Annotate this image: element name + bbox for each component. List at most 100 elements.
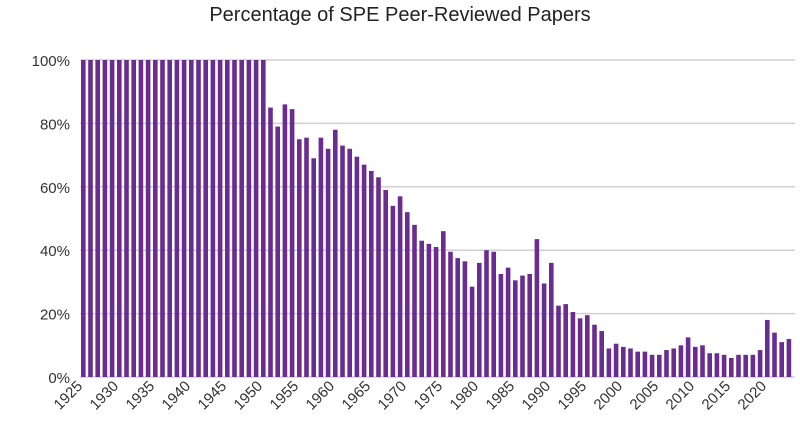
y-tick-label: 20% bbox=[40, 307, 70, 324]
bar-1981 bbox=[484, 250, 489, 377]
bar-1930 bbox=[117, 60, 122, 377]
bar-2012 bbox=[707, 353, 712, 377]
bar-2022 bbox=[779, 342, 784, 377]
bar-1996 bbox=[592, 324, 597, 377]
bar-2015 bbox=[729, 357, 734, 377]
bar-1995 bbox=[585, 315, 590, 377]
bar-2002 bbox=[635, 351, 640, 377]
bar-1965 bbox=[369, 170, 374, 377]
bar-1928 bbox=[102, 60, 108, 377]
x-tick-label: 2010 bbox=[663, 378, 699, 414]
bar-2006 bbox=[664, 350, 669, 377]
bar-1952 bbox=[275, 126, 280, 377]
bar-2011 bbox=[700, 345, 705, 377]
bar-1963 bbox=[354, 156, 360, 377]
bar-2016 bbox=[736, 354, 741, 377]
x-tick-label: 2005 bbox=[627, 378, 663, 414]
bar-2019 bbox=[757, 350, 763, 377]
bar-1927 bbox=[95, 60, 100, 377]
bar-2023 bbox=[786, 338, 792, 377]
x-tick-label: 1965 bbox=[339, 378, 375, 414]
bar-1966 bbox=[376, 177, 381, 377]
x-tick-label: 1930 bbox=[87, 378, 123, 414]
bar-1975 bbox=[441, 231, 446, 377]
bar-1960 bbox=[333, 129, 338, 377]
bar-1947 bbox=[239, 60, 244, 377]
bar-1945 bbox=[225, 60, 230, 377]
bar-2001 bbox=[628, 348, 633, 377]
bar-1971 bbox=[412, 224, 417, 377]
bar-2013 bbox=[714, 353, 720, 377]
bar-2000 bbox=[621, 346, 626, 377]
bar-1985 bbox=[513, 280, 518, 377]
bar-1964 bbox=[361, 164, 367, 377]
x-tick-label: 2015 bbox=[699, 378, 735, 414]
bar-1987 bbox=[527, 273, 532, 377]
bar-1984 bbox=[505, 267, 511, 377]
bar-1940 bbox=[189, 60, 194, 377]
bar-1950 bbox=[261, 60, 266, 377]
bar-1942 bbox=[203, 60, 208, 377]
x-tick-label: 2000 bbox=[591, 378, 627, 414]
bar-1993 bbox=[570, 312, 576, 377]
bar-1976 bbox=[448, 251, 453, 377]
bar-1939 bbox=[181, 60, 187, 377]
bar-1936 bbox=[160, 60, 165, 377]
bar-1953 bbox=[282, 104, 288, 377]
bar-2003 bbox=[642, 351, 648, 377]
bar-2020 bbox=[765, 319, 770, 377]
bar-1958 bbox=[318, 137, 324, 377]
bar-1956 bbox=[304, 137, 309, 377]
bar-1990 bbox=[549, 262, 554, 377]
y-tick-label: 0% bbox=[48, 370, 70, 387]
bar-1972 bbox=[419, 240, 424, 377]
bar-1926 bbox=[88, 60, 93, 377]
x-tick-label: 1995 bbox=[555, 378, 591, 414]
bar-1959 bbox=[325, 148, 331, 377]
x-tick-label: 1970 bbox=[375, 378, 411, 414]
bar-1961 bbox=[340, 145, 345, 377]
y-tick-label: 80% bbox=[40, 116, 70, 133]
bar-1999 bbox=[613, 343, 619, 377]
bar-1969 bbox=[397, 196, 403, 377]
bar-2008 bbox=[678, 345, 684, 377]
bar-1988 bbox=[534, 239, 540, 377]
bar-1977 bbox=[455, 258, 460, 377]
bar-1929 bbox=[109, 60, 115, 377]
bar-1935 bbox=[153, 60, 158, 377]
bar-1949 bbox=[253, 60, 259, 377]
x-tick-label: 1955 bbox=[267, 378, 303, 414]
y-tick-label: 60% bbox=[40, 180, 70, 197]
bar-1991 bbox=[556, 305, 561, 377]
bar-1955 bbox=[297, 139, 302, 377]
bar-1937 bbox=[167, 60, 172, 377]
x-tick-label: 1945 bbox=[195, 378, 231, 414]
bar-2018 bbox=[750, 354, 756, 377]
x-tick-label: 1950 bbox=[231, 378, 267, 414]
bar-1998 bbox=[606, 348, 612, 377]
y-tick-label: 100% bbox=[32, 53, 70, 70]
bar-1934 bbox=[145, 60, 151, 377]
bar-1962 bbox=[347, 148, 352, 377]
bar-1943 bbox=[210, 60, 216, 377]
bar-1992 bbox=[563, 304, 568, 377]
bar-1954 bbox=[289, 109, 295, 377]
bar-1989 bbox=[541, 283, 547, 377]
bar-2009 bbox=[685, 337, 691, 377]
bar-1946 bbox=[232, 60, 237, 377]
y-tick-label: 40% bbox=[40, 243, 70, 260]
bar-1979 bbox=[469, 286, 475, 377]
x-tick-label: 1980 bbox=[447, 378, 483, 414]
x-tick-label: 1985 bbox=[483, 378, 519, 414]
x-tick-label: 1940 bbox=[159, 378, 195, 414]
bar-1944 bbox=[217, 60, 223, 377]
bar-1980 bbox=[477, 262, 482, 377]
bar-1931 bbox=[124, 60, 129, 377]
bar-2017 bbox=[743, 354, 748, 377]
x-tick-label: 2020 bbox=[735, 378, 771, 414]
bar-2021 bbox=[772, 332, 777, 377]
bar-2005 bbox=[657, 354, 662, 377]
bar-1997 bbox=[599, 331, 604, 377]
bar-1925 bbox=[81, 60, 86, 377]
